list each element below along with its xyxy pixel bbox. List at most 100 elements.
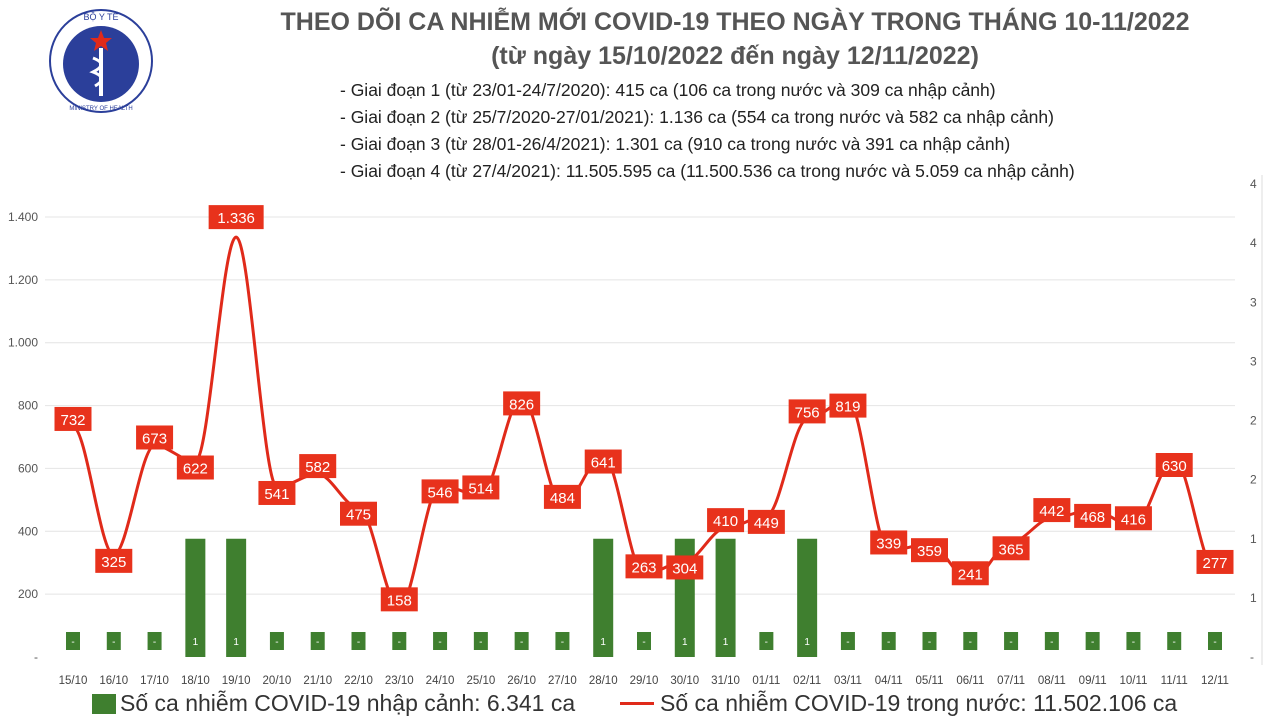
bar-label: - — [1213, 637, 1216, 648]
data-label-box — [258, 480, 296, 505]
bar-label: - — [561, 637, 564, 648]
left-axis-tick: 200 — [18, 587, 38, 601]
x-axis-label: 31/10 — [711, 675, 740, 687]
left-axis-tick: - — [34, 650, 38, 664]
bar — [310, 632, 325, 650]
x-axis-label: 30/10 — [670, 675, 699, 687]
data-label: 514 — [468, 480, 493, 497]
data-label: 622 — [183, 461, 208, 478]
data-label: 819 — [835, 399, 860, 416]
bar-label: 1 — [600, 637, 606, 648]
data-label-box — [584, 449, 622, 474]
x-axis-label: 23/10 — [385, 675, 414, 687]
right-axis-tick: 3 — [1250, 354, 1257, 368]
phase-4: - Giai đoạn 4 (từ 27/4/2021): 11.505.595… — [340, 161, 1075, 181]
bar — [226, 538, 247, 657]
bar — [473, 632, 488, 650]
bar-label: - — [1132, 637, 1135, 648]
bar-label: 1 — [682, 637, 688, 648]
data-label-box — [1155, 453, 1193, 477]
data-label-box — [625, 554, 663, 579]
right-axis-tick: 2 — [1250, 473, 1257, 487]
data-label-box — [951, 561, 989, 586]
bar-label: 1 — [233, 637, 239, 648]
data-label-box — [54, 406, 92, 431]
ministry-of-health-logo: BỘ Y TẾ MINISTRY OF HEALTH — [49, 9, 153, 113]
data-label-box — [1074, 503, 1112, 528]
bar-label: 1 — [723, 637, 729, 648]
bar — [392, 632, 407, 650]
chart-subtitle: (từ ngày 15/10/2022 đến ngày 12/11/2022) — [491, 42, 979, 70]
data-label-box — [870, 530, 908, 555]
legend-label-domestic: Số ca nhiễm COVID-19 trong nước: 11.502.… — [660, 690, 1178, 716]
data-label: 546 — [428, 484, 453, 501]
right-axis-tick: - — [1250, 650, 1254, 664]
bar-label: - — [1091, 637, 1094, 648]
legend-swatch-green — [92, 693, 116, 714]
legend-swatch-red — [620, 702, 654, 705]
data-label: 365 — [999, 541, 1024, 558]
data-label-box — [208, 205, 264, 230]
data-label-box — [666, 555, 704, 580]
data-label: 673 — [142, 430, 167, 447]
data-label: 1.336 — [217, 210, 255, 227]
bar-label: - — [1173, 637, 1176, 648]
bar-label: - — [479, 637, 482, 648]
bar-label: - — [887, 637, 890, 648]
chart-title: THEO DÕI CA NHIỄM MỚI COVID-19 THEO NGÀY… — [280, 8, 1190, 36]
bar-label: - — [71, 637, 74, 648]
data-label-box — [462, 475, 500, 500]
x-axis-label: 08/11 — [1038, 675, 1066, 687]
bar-label: - — [765, 637, 768, 648]
data-label: 304 — [672, 560, 697, 577]
x-axis-label: 21/10 — [303, 675, 332, 687]
data-label: 416 — [1121, 511, 1146, 528]
right-axis-tick: 1 — [1250, 591, 1257, 605]
data-label: 826 — [509, 396, 534, 413]
data-label-box — [1114, 506, 1152, 531]
data-label: 468 — [1080, 509, 1105, 526]
x-axis-label: 01/11 — [752, 675, 780, 687]
bar-label: - — [928, 637, 931, 648]
bar — [1208, 632, 1222, 650]
x-axis-label: 09/11 — [1079, 675, 1107, 687]
bar-label: 1 — [804, 637, 810, 648]
x-axis-label: 07/11 — [997, 675, 1025, 687]
x-axis-label: 28/10 — [589, 675, 618, 687]
bar — [759, 632, 774, 650]
data-label-box — [503, 391, 541, 416]
data-label: 641 — [591, 455, 616, 472]
bar-label: - — [153, 637, 156, 648]
data-label: 277 — [1202, 555, 1227, 572]
right-axis-tick: 4 — [1250, 177, 1257, 191]
data-label: 541 — [264, 486, 289, 503]
right-axis-tick: 4 — [1250, 236, 1257, 250]
left-axis-tick: 1.000 — [8, 336, 38, 350]
right-axis-tick: 1 — [1250, 532, 1257, 546]
x-axis-label: 24/10 — [426, 675, 455, 687]
bar — [1126, 632, 1141, 650]
data-label-box — [380, 587, 418, 612]
x-axis-label: 04/11 — [875, 675, 903, 687]
bar — [514, 632, 529, 650]
bar — [351, 632, 366, 650]
x-axis-label: 29/10 — [630, 675, 659, 687]
data-label-box — [543, 484, 581, 509]
data-label: 241 — [958, 566, 983, 583]
bar — [1085, 632, 1100, 650]
x-axis-label: 20/10 — [263, 675, 292, 687]
bar-label: - — [520, 637, 523, 648]
bar — [185, 538, 206, 657]
bar-label: - — [316, 637, 319, 648]
data-label: 630 — [1162, 458, 1187, 475]
data-label-box — [95, 548, 133, 573]
x-axis-label: 18/10 — [181, 675, 210, 687]
bar — [715, 538, 736, 657]
bar — [269, 632, 284, 650]
logo-text-bottom: MINISTRY OF HEALTH — [69, 106, 132, 112]
data-label: 359 — [917, 543, 942, 560]
bar — [881, 632, 896, 650]
bar — [840, 632, 855, 650]
x-axis-label: 03/11 — [834, 675, 862, 687]
